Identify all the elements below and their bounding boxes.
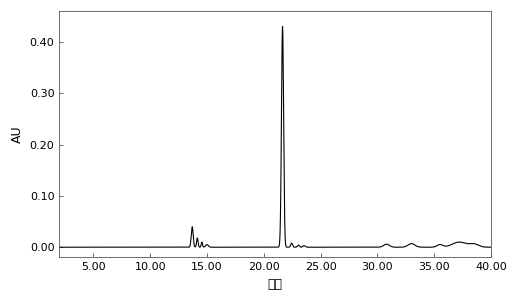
Y-axis label: AU: AU [11,125,24,143]
X-axis label: 分钒: 分钒 [268,278,283,291]
